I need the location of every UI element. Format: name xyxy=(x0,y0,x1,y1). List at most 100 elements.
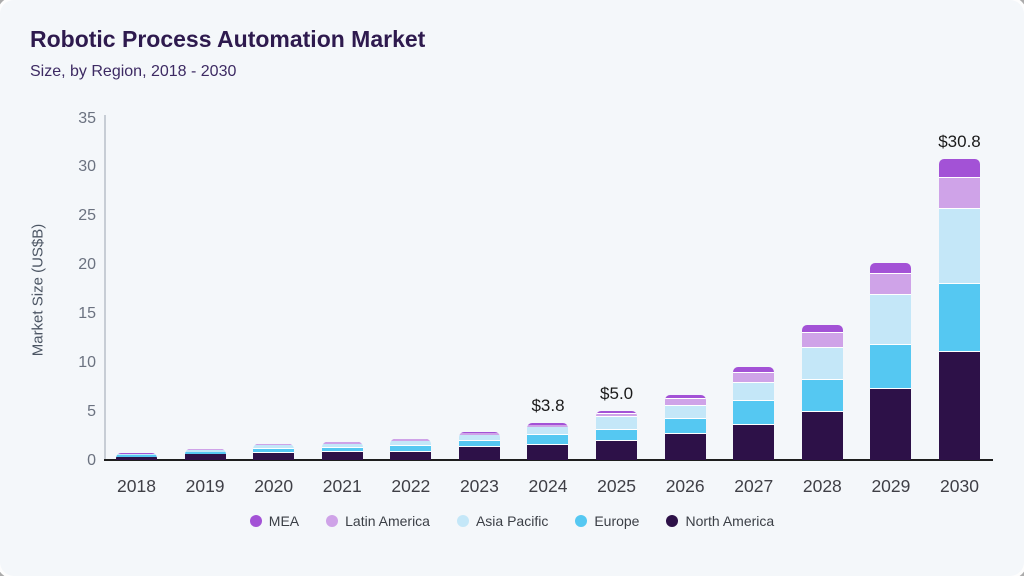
segment-2024-asia-pacific xyxy=(527,427,569,435)
x-tick-label-2024: 2024 xyxy=(528,476,568,496)
segment-2027-asia-pacific xyxy=(733,382,775,402)
segment-2026-europe xyxy=(664,418,706,434)
bar-2024 xyxy=(527,422,569,460)
segment-2030-latin-america xyxy=(938,177,980,209)
segment-2023-latin-america xyxy=(458,433,500,435)
bar-2020 xyxy=(253,443,295,460)
x-tick-label-2026: 2026 xyxy=(665,476,705,496)
x-tick-label-2027: 2027 xyxy=(734,476,774,496)
segment-2025-europe xyxy=(596,430,638,442)
chart-subtitle: Size, by Region, 2018 - 2030 xyxy=(30,63,237,80)
segment-2026-latin-america xyxy=(664,399,706,406)
segment-2024-north-america xyxy=(527,444,569,460)
value-label-2030: $30.8 xyxy=(938,132,981,152)
segment-2023-north-america xyxy=(458,447,500,460)
y-tick-label-20: 20 xyxy=(78,256,96,274)
legend-item-europe: Europe xyxy=(575,513,639,529)
bar-2027 xyxy=(733,366,775,460)
segment-2023-europe xyxy=(458,440,500,448)
legend-item-north-america: North America xyxy=(666,513,774,529)
segment-2030-asia-pacific xyxy=(938,208,980,285)
segment-2019-latin-america xyxy=(184,449,226,450)
segment-2023-mea xyxy=(458,432,500,434)
legend-dot-icon xyxy=(326,515,339,527)
segment-2025-asia-pacific xyxy=(596,416,638,431)
legend-label: Asia Pacific xyxy=(475,513,549,529)
bar-2030 xyxy=(938,159,980,460)
segment-2025-latin-america xyxy=(596,413,638,417)
y-tick-label-25: 25 xyxy=(78,207,96,225)
legend-item-latin-america: Latin America xyxy=(326,513,430,529)
y-tick-label-0: 0 xyxy=(87,451,96,469)
segment-2021-europe xyxy=(321,447,363,453)
legend-dot-icon xyxy=(666,515,679,527)
bar-2022 xyxy=(390,438,432,460)
segment-2028-north-america xyxy=(801,411,843,460)
value-label-2024: $3.8 xyxy=(531,395,565,415)
segment-2027-latin-america xyxy=(733,372,775,383)
x-tick-label-2025: 2025 xyxy=(597,476,637,496)
segment-2020-asia-pacific xyxy=(253,445,295,449)
segment-2028-mea xyxy=(801,325,843,334)
y-tick-label-15: 15 xyxy=(78,304,96,322)
legend-dot-icon xyxy=(575,515,588,527)
x-tick-label-2020: 2020 xyxy=(254,476,294,496)
segment-2025-mea xyxy=(596,410,638,414)
segment-2028-latin-america xyxy=(801,333,843,348)
segment-2029-mea xyxy=(870,262,912,275)
legend-label: Europe xyxy=(594,513,640,529)
bar-2025 xyxy=(596,410,638,460)
y-tick-label-35: 35 xyxy=(78,109,96,127)
legend-dot-icon xyxy=(249,515,262,527)
x-tick-label-2019: 2019 xyxy=(185,476,225,496)
segment-2022-asia-pacific xyxy=(390,440,432,446)
x-tick-label-2021: 2021 xyxy=(322,476,362,496)
segment-2029-latin-america xyxy=(870,274,912,295)
segment-2026-north-america xyxy=(664,433,706,460)
segment-2022-north-america xyxy=(390,451,432,460)
x-tick-label-2023: 2023 xyxy=(459,476,499,496)
y-axis-title: Market Size (US$B) xyxy=(29,223,47,357)
segment-2027-europe xyxy=(733,401,775,426)
segment-2021-latin-america xyxy=(321,442,363,444)
segment-2029-north-america xyxy=(870,388,912,460)
x-axis-line xyxy=(104,459,993,461)
x-tick-label-2018: 2018 xyxy=(117,476,156,496)
legend-label: North America xyxy=(685,513,775,529)
segment-2019-asia-pacific xyxy=(184,449,226,452)
segment-2029-europe xyxy=(870,344,912,389)
segment-2019-europe xyxy=(184,451,226,455)
segment-2030-north-america xyxy=(938,351,980,460)
segment-2018-europe xyxy=(116,455,157,457)
bar-2018 xyxy=(116,453,157,460)
segment-2018-asia-pacific xyxy=(116,453,157,456)
x-tick-label-2028: 2028 xyxy=(802,476,842,496)
legend-label: MEA xyxy=(268,513,300,529)
y-tick-label-30: 30 xyxy=(78,158,96,176)
segment-2019-north-america xyxy=(184,454,226,460)
legend-item-mea: MEA xyxy=(249,513,300,529)
bar-2023 xyxy=(458,432,500,460)
segment-2026-asia-pacific xyxy=(664,405,706,419)
segment-2028-europe xyxy=(801,379,843,412)
segment-2027-north-america xyxy=(733,425,775,460)
segment-2020-latin-america xyxy=(253,444,295,446)
segment-2027-mea xyxy=(733,366,775,373)
y-tick-label-5: 5 xyxy=(87,402,96,420)
bar-2021 xyxy=(321,441,363,460)
segment-2021-mea xyxy=(321,441,363,443)
segment-2024-europe xyxy=(527,434,569,445)
segment-2030-mea xyxy=(938,159,980,178)
segment-2022-mea xyxy=(390,438,432,440)
x-tick-label-2030: 2030 xyxy=(940,476,979,496)
bar-2026 xyxy=(664,394,706,460)
bar-2029 xyxy=(870,262,912,460)
legend-item-asia-pacific: Asia Pacific xyxy=(456,513,549,529)
y-tick-label-10: 10 xyxy=(78,353,96,371)
segment-2029-asia-pacific xyxy=(870,294,912,345)
segment-2028-asia-pacific xyxy=(801,347,843,380)
segment-2025-north-america xyxy=(596,441,638,460)
segment-2024-mea xyxy=(527,422,569,425)
value-label-2025: $5.0 xyxy=(600,383,634,403)
